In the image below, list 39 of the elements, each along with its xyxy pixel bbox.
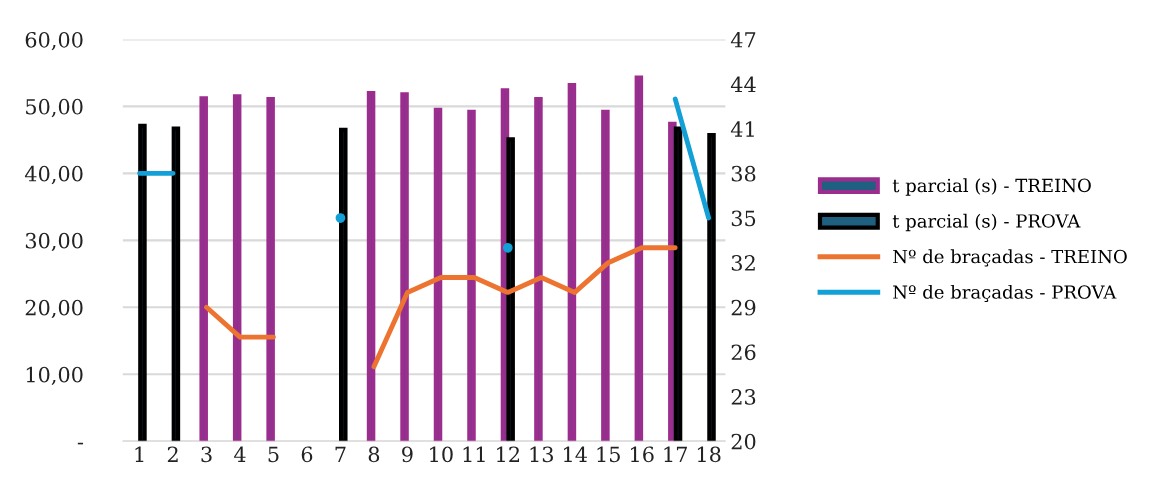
x-tick-label: 16 [631, 446, 654, 463]
x-tick-label: 15 [597, 446, 620, 463]
y-tick-label: - [77, 442, 84, 445]
y2-tick-label: 23 [731, 389, 756, 405]
y2-tick-label: 38 [731, 165, 756, 182]
x-tick-label: 1 [135, 446, 144, 462]
y2-tick-label: 32 [731, 255, 755, 271]
legend-label: Nº de braçadas - TREINO [893, 249, 1127, 267]
x-tick-label: 8 [368, 446, 380, 463]
y-tick-label: 10,00 [26, 366, 83, 386]
x-tick-label: 3 [201, 446, 212, 463]
x-tick-label: 13 [530, 446, 553, 463]
y2-tick-label: 26 [731, 344, 756, 361]
x-tick-label: 4 [234, 446, 246, 462]
y2-tick-label: 20 [731, 433, 756, 450]
y2-tick-label: 41 [730, 121, 754, 137]
x-tick-label: 2 [167, 446, 178, 462]
y2-tick-label: 29 [731, 299, 756, 316]
legend-label: Nº de braçadas - PROVA [893, 284, 1117, 303]
y2-tick-label: 44 [730, 76, 756, 92]
x-tick-label: 7 [335, 446, 346, 462]
legend-label: t parcial (s) - TREINO [892, 178, 1091, 196]
legend-label: t parcial (s) - PROVA [892, 213, 1081, 232]
x-tick-label: 9 [402, 446, 413, 463]
x-tick-label: 5 [268, 446, 279, 463]
y-tick-label: 40,00 [24, 165, 83, 185]
x-tick-label: 18 [697, 446, 721, 463]
y-tick-label: 30,00 [25, 232, 83, 252]
x-tick-label: 17 [664, 446, 687, 462]
x-tick-label: 14 [564, 446, 587, 462]
x-tick-label: 6 [301, 446, 313, 463]
x-tick-label: 11 [463, 446, 485, 462]
y-tick-label: 60,00 [25, 31, 83, 51]
y2-tick-label: 35 [731, 210, 756, 227]
y-tick-label: 20,00 [25, 299, 83, 319]
x-tick-label: 10 [430, 446, 453, 463]
y-tick-label: 50,00 [26, 98, 83, 118]
y2-tick-label: 47 [730, 31, 756, 48]
x-tick-label: 12 [497, 446, 520, 462]
